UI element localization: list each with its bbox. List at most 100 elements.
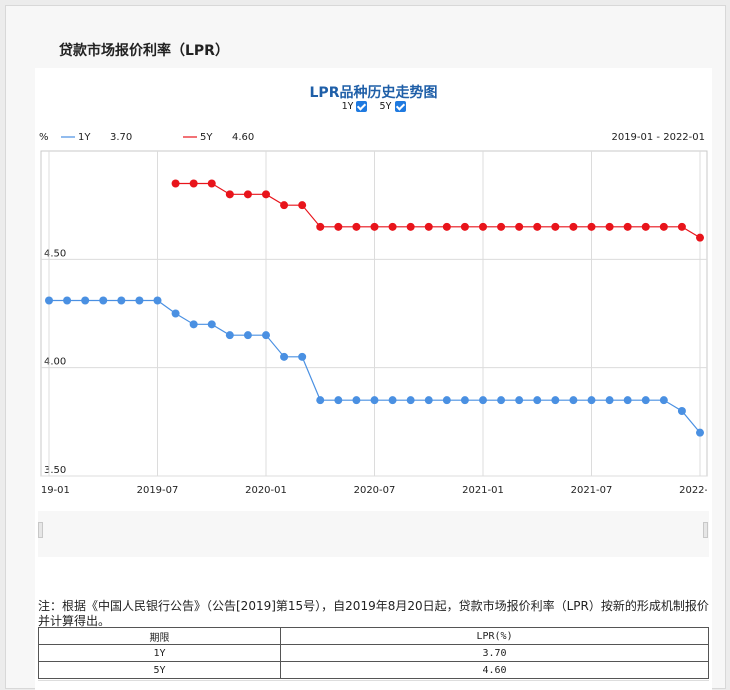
- range-slider-track[interactable]: [38, 511, 709, 557]
- data-point-5y: [515, 222, 524, 231]
- x-tick-label: 2019-01: [35, 485, 70, 496]
- data-point-1y: [298, 352, 307, 361]
- x-tick-label: 2020-01: [245, 485, 287, 496]
- data-point-5y: [298, 201, 307, 210]
- table-header-lpr: LPR(%): [280, 627, 709, 645]
- chart-title: LPR品种历史走势图: [309, 85, 438, 101]
- data-point-5y: [424, 222, 433, 231]
- x-tick-label: 2021-01: [462, 485, 504, 496]
- legend-series-name: 5Y: [200, 132, 213, 143]
- data-point-1y: [171, 309, 180, 318]
- data-point-1y: [424, 396, 433, 405]
- table-header-term: 期限: [37, 627, 282, 645]
- lpr-table: 期限 LPR(%) 1Y 3.70 5Y 4.60: [37, 627, 709, 679]
- data-point-1y: [63, 296, 72, 305]
- data-point-5y: [569, 222, 578, 231]
- table-cell-lpr: 4.60: [280, 661, 709, 679]
- data-point-5y: [207, 179, 216, 188]
- data-point-1y: [551, 396, 560, 405]
- data-point-5y: [605, 222, 614, 231]
- data-point-1y: [533, 396, 542, 405]
- data-point-1y: [135, 296, 144, 305]
- toggle-1y-label: 1Y: [341, 101, 354, 112]
- data-point-5y: [225, 190, 234, 199]
- data-point-1y: [460, 396, 469, 405]
- y-tick-label: 4.00: [44, 357, 66, 368]
- data-point-1y: [334, 396, 343, 405]
- legend-series-value: 4.60: [232, 132, 254, 143]
- data-point-1y: [605, 396, 614, 405]
- data-point-5y: [677, 222, 686, 231]
- data-point-1y: [696, 428, 704, 437]
- data-point-5y: [442, 222, 451, 231]
- data-point-1y: [153, 296, 162, 305]
- data-point-5y: [641, 222, 650, 231]
- y-tick-label: 3.50: [44, 465, 66, 476]
- data-point-1y: [388, 396, 397, 405]
- page-container: 贷款市场报价利率（LPR） 3.50 4.00 4.50 2019-01 2019-07…: [5, 5, 726, 690]
- toggle-5y-label: 5Y: [379, 101, 392, 112]
- data-point-5y: [316, 222, 325, 231]
- toggle-5y[interactable]: 5Y: [380, 101, 406, 112]
- lpr-line-chart: 3.50 4.00 4.50 2019-01 2019-07 2020-01 2020-07…: [35, 132, 712, 496]
- data-point-1y: [587, 396, 596, 405]
- data-point-5y: [479, 222, 487, 231]
- data-point-1y: [316, 396, 325, 405]
- data-point-5y: [243, 190, 252, 199]
- table-cell-term: 5Y: [37, 661, 282, 679]
- data-point-1y: [569, 396, 578, 405]
- data-point-1y: [280, 352, 289, 361]
- data-point-5y: [406, 222, 415, 231]
- data-point-1y: [442, 396, 451, 405]
- y-tick-label: 4.50: [44, 248, 66, 259]
- date-range-label: 2019-01 - 2022-01: [611, 132, 705, 143]
- checkbox-1y-icon[interactable]: [356, 101, 368, 112]
- data-point-1y: [45, 296, 53, 305]
- checkbox-5y-icon[interactable]: [394, 101, 406, 112]
- data-point-5y: [460, 222, 469, 231]
- range-slider-right-handle[interactable]: [703, 522, 708, 538]
- data-point-1y: [117, 296, 126, 305]
- data-point-5y: [352, 222, 361, 231]
- data-point-1y: [406, 396, 415, 405]
- data-point-1y: [207, 320, 216, 329]
- x-tick-label: 2020-07: [354, 485, 396, 496]
- data-point-5y: [370, 222, 379, 231]
- chart-panel: 3.50 4.00 4.50 2019-01 2019-07 2020-01 2020-07…: [35, 68, 712, 690]
- data-point-1y: [641, 396, 650, 405]
- data-point-1y: [677, 407, 686, 415]
- data-point-1y: [659, 396, 668, 405]
- table-cell-lpr: 3.70: [280, 644, 709, 662]
- data-point-5y: [533, 222, 542, 231]
- table-row: 5Y 4.60: [37, 661, 709, 679]
- legend-series-value: 3.70: [110, 132, 132, 143]
- methodology-note: 注：根据《中国人民银行公告》（公告[2019]第15号），自2019年8月20日…: [38, 599, 709, 628]
- data-point-1y: [479, 396, 487, 405]
- x-tick-label: 2021-07: [571, 485, 613, 496]
- data-point-5y: [623, 222, 632, 231]
- table-row: 1Y 3.70: [37, 644, 709, 662]
- data-point-5y: [262, 190, 270, 199]
- range-slider-left-handle[interactable]: [38, 522, 43, 538]
- data-point-1y: [623, 396, 632, 405]
- data-point-1y: [497, 396, 506, 405]
- data-point-5y: [587, 222, 596, 231]
- data-point-1y: [370, 396, 379, 405]
- y-unit-label: %: [39, 132, 49, 143]
- data-point-1y: [189, 320, 198, 329]
- table-header-row: 期限 LPR(%): [37, 627, 709, 645]
- data-point-5y: [189, 179, 198, 188]
- x-tick-label: 2019-07: [137, 485, 179, 496]
- data-point-5y: [388, 222, 397, 231]
- data-point-5y: [551, 222, 560, 231]
- data-point-1y: [99, 296, 108, 305]
- data-point-5y: [334, 222, 343, 231]
- data-point-1y: [225, 331, 234, 340]
- toggle-1y[interactable]: 1Y: [341, 101, 368, 112]
- legend-series-name: 1Y: [78, 132, 91, 143]
- x-tick-label: 2022-01: [679, 485, 712, 496]
- data-point-5y: [696, 233, 704, 242]
- series-toggles: 1Y 5Y: [35, 101, 712, 112]
- data-point-1y: [81, 296, 90, 305]
- data-point-5y: [171, 179, 180, 188]
